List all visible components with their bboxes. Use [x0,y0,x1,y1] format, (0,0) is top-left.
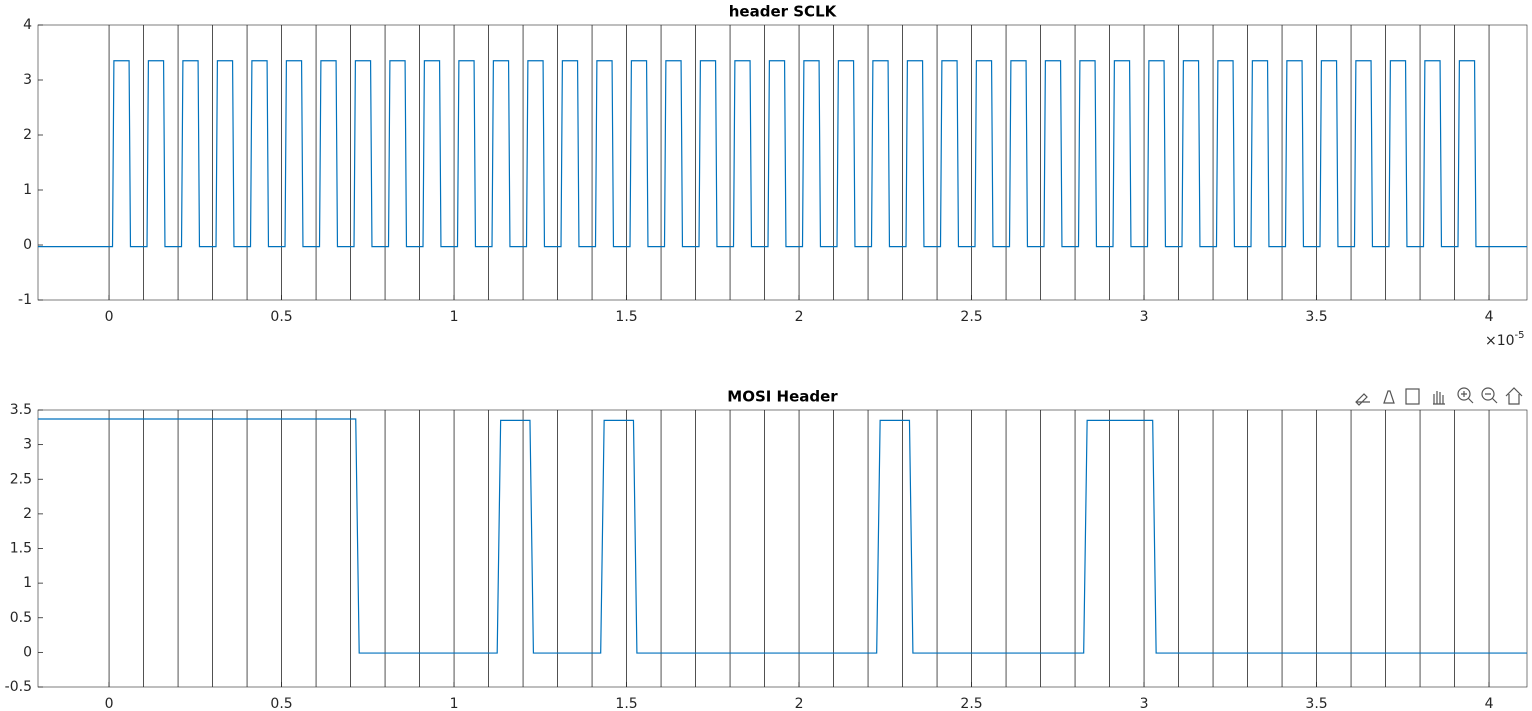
y-tick-label: 0 [23,644,32,660]
x-tick-label: 1.5 [615,696,637,711]
axes: MOSI Header -0.5 0 0.5 1 1.5 2 2.5 3 3.5 0 0.5 1 1.5 2… [5,388,1528,711]
plot-area [37,24,1528,301]
x-tick-label: 2.5 [960,696,982,711]
axes-title: MOSI Header [727,388,838,406]
y-tick-label: 1.5 [10,541,32,557]
y-tick-label: 2 [23,506,32,522]
y-tick-label: 2 [23,127,32,143]
y-tick-label: 0.5 [10,610,32,626]
x-tick-label: 3.5 [1305,696,1327,711]
x-tick-label: 2 [795,696,804,711]
x-tick-label: 1.5 [615,309,637,325]
plot-area [37,409,1528,688]
axes: header SCLK -1 0 1 2 3 4 0 0.5 1 1.5 2 2.5 3 3.5 4 [18,3,1528,325]
y-tick-label: -0.5 [5,679,32,695]
x-tick-label: 3.5 [1305,309,1327,325]
signal-line [38,418,1527,654]
x-tick-label: 0.5 [270,309,292,325]
x-tick-label: 1 [450,309,459,325]
y-tick-label: 0 [23,237,32,253]
x-multiplier-base: ×10 [1485,333,1515,349]
zoom-in-icon[interactable] [1457,387,1471,401]
x-tick-label: 2.5 [960,309,982,325]
y-tick-label: 1 [23,182,32,198]
brush-icon[interactable] [1355,393,1370,406]
pan-icon[interactable] [1433,391,1445,405]
x-tick-label: 3 [1140,696,1149,711]
home-icon[interactable] [1505,387,1523,405]
x-tick-label: 3 [1140,309,1149,325]
y-tick-label: 3.5 [10,402,32,418]
axes-toolbar [1355,387,1523,406]
x-tick-label: 4 [1485,696,1494,711]
x-tick-label: 0.5 [270,696,292,711]
zoom-out-glyph [1485,393,1498,404]
x-multiplier: ×10-5 [1485,330,1525,349]
x-tick-label: 4 [1485,309,1494,325]
x-tick-label: 2 [795,309,804,325]
signal-line [38,60,1527,248]
y-tick-label: -1 [18,292,32,308]
x-tick-label: 1 [450,696,459,711]
y-tick-label: 4 [23,17,32,33]
y-tick-label: 3 [23,437,32,453]
data-tip-icon[interactable] [1383,390,1395,404]
x-exponent: -5 [1515,330,1525,341]
axes-title: header SCLK [729,3,838,21]
y-tick-label: 2.5 [10,471,32,487]
y-tick-label: 3 [23,72,32,88]
zoom-in-glyph [1461,391,1474,404]
y-tick-label: 1 [23,575,32,591]
legend-icon[interactable] [1405,388,1420,405]
zoom-out-icon[interactable] [1481,387,1495,401]
x-tick-label: 0 [105,309,114,325]
x-tick-label: 0 [105,696,114,711]
